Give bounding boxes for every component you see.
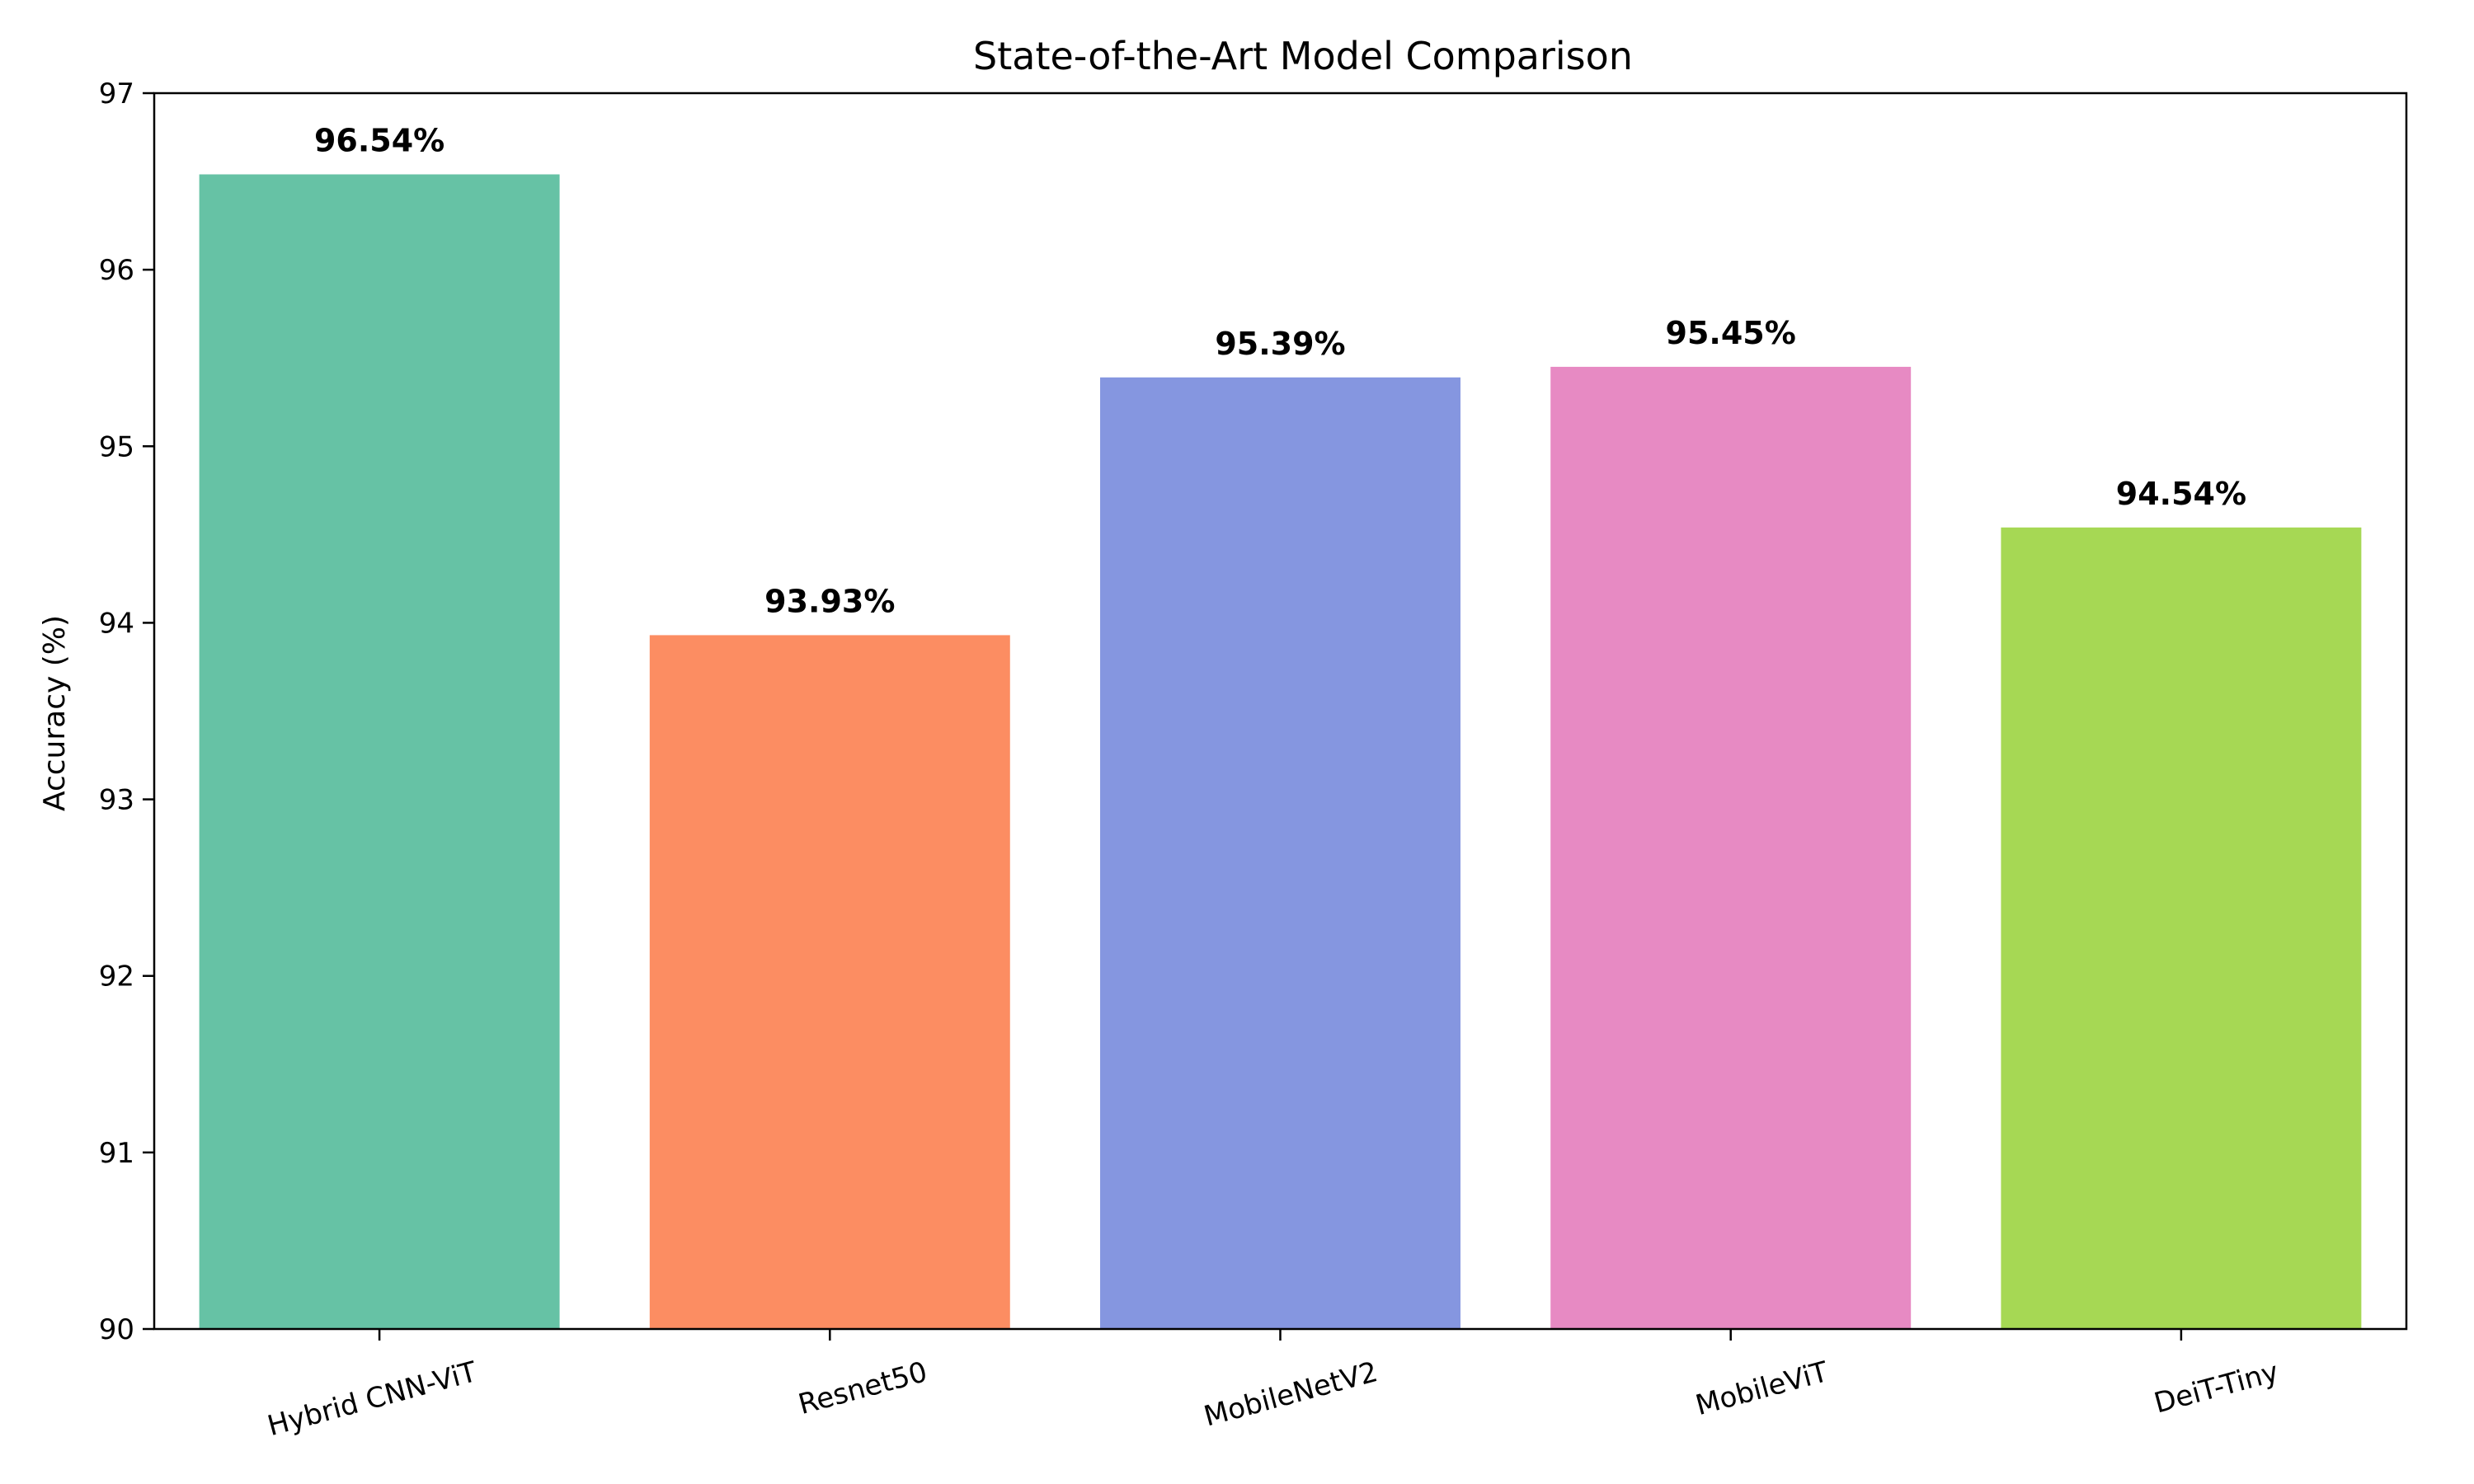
bar-value-label-4: 94.54% — [2116, 476, 2246, 512]
bar-4 — [2001, 527, 2362, 1329]
bar-2 — [1100, 377, 1460, 1329]
bar-value-label-2: 95.39% — [1215, 326, 1345, 362]
y-tick-label-4: 94 — [99, 607, 134, 640]
y-tick-label-1: 91 — [99, 1137, 134, 1170]
bar-value-label-1: 93.93% — [764, 583, 895, 619]
y-tick-label-7: 97 — [99, 77, 134, 110]
y-tick-label-2: 92 — [99, 960, 134, 993]
y-tick-label-5: 95 — [99, 430, 134, 463]
y-axis-ticks: 90 91 92 93 94 95 96 97 — [99, 77, 154, 1346]
bar-value-label-0: 96.54% — [314, 123, 444, 159]
bar-value-label-3: 95.45% — [1666, 315, 1796, 351]
bars-layer — [199, 174, 2362, 1330]
y-tick-label-6: 96 — [99, 254, 134, 287]
plot-area-frame — [153, 92, 2408, 1331]
y-tick-label-0: 90 — [99, 1313, 134, 1346]
y-tick-label-3: 93 — [99, 784, 134, 817]
bar-3 — [1550, 366, 1912, 1330]
value-labels-layer: 96.54% 93.93% 95.39% 95.45% 94.54% — [314, 123, 2246, 620]
bar-1 — [649, 635, 1010, 1329]
chart-title: State-of-the-Art Model Comparison — [973, 34, 1633, 78]
y-axis-label: Accuracy (%) — [38, 615, 72, 811]
bar-0 — [199, 174, 560, 1329]
